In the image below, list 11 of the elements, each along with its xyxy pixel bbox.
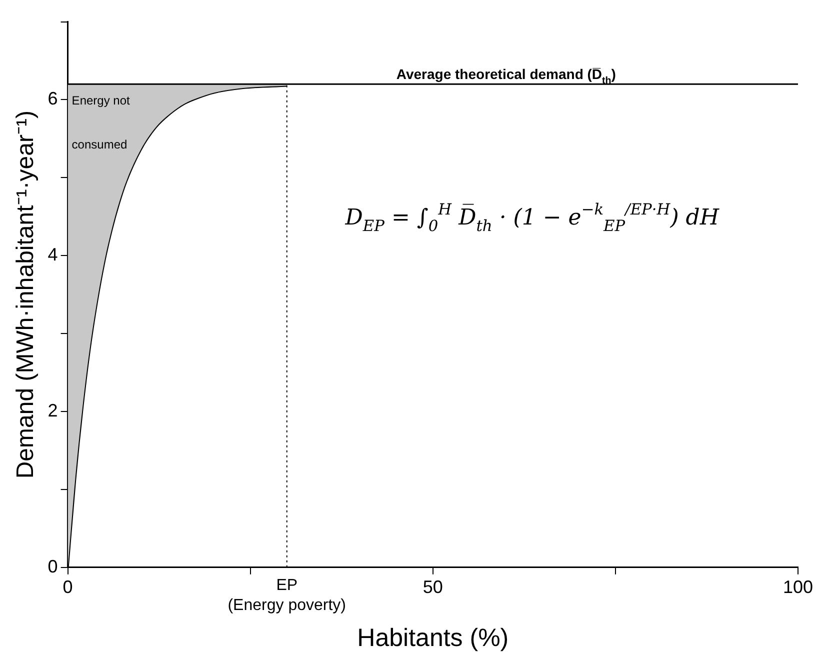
text: Energy not consumed bbox=[72, 94, 130, 152]
x-tick-label: 0 bbox=[62, 577, 73, 598]
y-tick-label: 6 bbox=[48, 88, 58, 109]
y-tick-label: 0 bbox=[48, 556, 58, 576]
y-axis-title: Demand (MWh·inhabitant⁻¹·year⁻¹) bbox=[12, 110, 40, 479]
y-tick-label: 2 bbox=[48, 400, 58, 420]
x-axis-title: Habitants (%) bbox=[357, 624, 509, 652]
x-tick-label: 100 bbox=[782, 577, 814, 598]
x-tick-label: 50 bbox=[422, 577, 443, 598]
ref-line-label: EP (Energy poverty) bbox=[228, 576, 346, 614]
y-tick-label: 4 bbox=[48, 244, 58, 265]
